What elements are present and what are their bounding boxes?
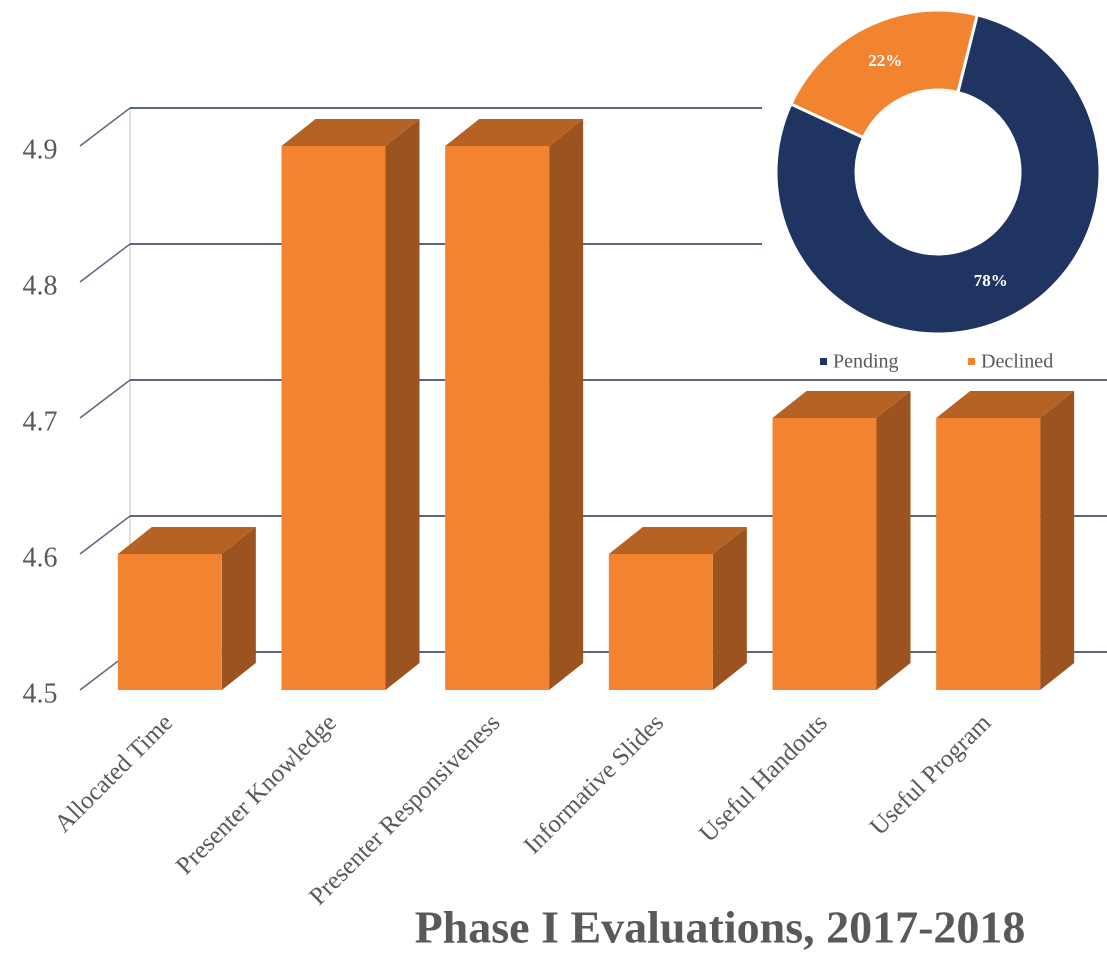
y-tick-label: 4.9 [23,134,58,165]
bar [608,554,713,690]
bar-top [117,527,256,554]
bar [117,554,222,690]
x-tick-label: Useful Program [865,709,997,841]
y-tick-label: 4.5 [23,678,58,709]
bar-side [1040,391,1075,690]
x-tick-label: Allocated Time [50,709,179,838]
y-tick-label: 4.6 [23,542,58,573]
grid-line [79,379,131,419]
bar [772,418,877,690]
data-label: 22% [868,51,902,70]
bar-top [936,391,1075,418]
bar-top [608,527,747,554]
x-tick-label: Informative Slides [519,709,669,859]
grid-line [79,107,131,147]
data-label: 78% [974,271,1008,290]
bar [936,418,1041,690]
chart-title: Phase I Evaluations, 2017-2018 [415,902,1026,953]
donut-slice [774,12,1102,336]
bar-side [221,527,256,690]
bar-side [876,391,911,690]
y-tick-label: 4.7 [23,406,58,437]
bar-top [445,119,584,146]
grid-line [79,243,131,283]
bar-side [385,119,420,690]
donut-slice [788,8,980,140]
y-tick-label: 4.8 [23,270,58,301]
bar-top [772,391,911,418]
bar [281,146,386,690]
legend-label: Declined [981,351,1053,373]
x-tick-label: Useful Handouts [694,709,832,847]
x-tick-label: Presenter Knowledge [171,709,342,880]
grid-line [79,515,131,555]
donut-chart: 78% 22% Pending Declined [762,0,1107,376]
bar-side [712,527,747,690]
legend-swatch [968,358,975,365]
x-tick-label: Presenter Responsiveness [304,709,505,910]
bar-side [549,119,584,690]
bar [445,146,550,690]
legend-swatch [820,358,827,365]
bar-top [281,119,420,146]
legend-label: Pending [833,351,899,373]
